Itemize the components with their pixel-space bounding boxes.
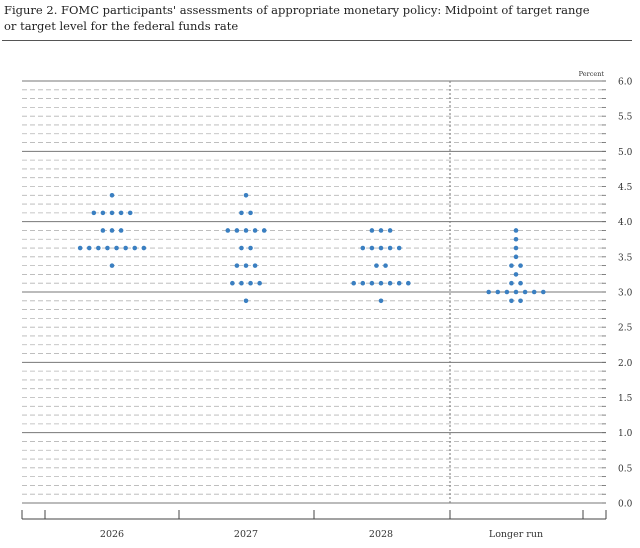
x-category-label: 2027 [234, 529, 258, 540]
dot-marker [351, 280, 357, 286]
y-tick-label: 2.0 [618, 359, 633, 369]
dot-marker [239, 280, 244, 286]
y-tick-label: 5.5 [618, 113, 633, 123]
dot-marker [369, 245, 375, 251]
dot-marker [513, 236, 519, 242]
y-tick-label: 4.5 [618, 183, 633, 193]
x-category-label: 2026 [100, 529, 124, 540]
dot-marker [513, 228, 519, 233]
dot-marker [396, 245, 402, 251]
y-tick-label: 6.0 [618, 78, 633, 88]
dot-marker [243, 263, 249, 268]
dot-marker [509, 263, 514, 268]
dot-marker [378, 280, 384, 286]
dot-marker [378, 228, 384, 233]
dot-marker [257, 280, 262, 286]
dot-marker [541, 289, 546, 295]
dot-marker [531, 289, 537, 295]
dot-marker [252, 263, 258, 268]
y-unit-label: Percent [579, 70, 605, 78]
dot-marker [383, 263, 388, 268]
figure-title-line-2: or target level for the federal funds ra… [4, 19, 239, 33]
dot-marker [243, 298, 249, 304]
dot-marker [387, 245, 393, 251]
dot-marker [509, 280, 514, 286]
dot-marker [486, 289, 492, 295]
dot-marker [387, 280, 393, 286]
dot-marker [123, 245, 128, 251]
axes [21, 80, 607, 520]
dot-marker [91, 210, 97, 216]
x-category-label: 2028 [369, 529, 393, 540]
dot-marker [234, 228, 240, 233]
dot-marker [132, 245, 138, 251]
dot-marker [522, 289, 528, 295]
dot-marker [369, 280, 375, 286]
y-tick-label: 1.5 [618, 394, 633, 404]
grid-lines [22, 80, 606, 504]
dot-marker [261, 228, 267, 233]
dot-marker [509, 298, 514, 304]
figure-title-line-1: Figure 2. FOMC participants' assessments… [4, 3, 590, 17]
dot-marker [239, 245, 244, 251]
dot-marker [77, 245, 83, 251]
dot-marker [248, 210, 253, 216]
dot-marker [360, 245, 366, 251]
dot-marker [374, 263, 379, 268]
dot-marker [504, 289, 510, 295]
dot-marker [127, 210, 133, 216]
dot-marker [513, 272, 519, 277]
dot-marker [360, 280, 366, 286]
dot-marker [378, 245, 384, 251]
dot-marker [239, 210, 244, 216]
y-tick-label: 3.5 [618, 253, 633, 263]
dot-marker [118, 228, 124, 233]
dot-marker [109, 228, 115, 233]
dot-marker [141, 245, 147, 251]
y-tick-label: 2.5 [618, 324, 633, 334]
dot-marker [518, 298, 523, 304]
dot-marker [109, 210, 115, 216]
dot-marker [518, 263, 523, 268]
dot-marker [230, 280, 235, 286]
dot-marker [248, 245, 253, 251]
dot-marker [100, 228, 106, 233]
dot-marker [248, 280, 253, 286]
dot-marker [513, 254, 519, 260]
y-tick-label: 1.0 [618, 429, 633, 439]
dot-marker [518, 280, 523, 286]
figure-title: Figure 2. FOMC participants' assessments… [4, 2, 632, 34]
dot-marker [243, 228, 249, 233]
dot-marker [252, 228, 258, 233]
dot-marker [234, 263, 240, 268]
dot-marker [378, 298, 384, 304]
y-tick-label: 5.0 [618, 148, 633, 158]
x-category-label: Longer run [489, 529, 543, 540]
dot-marker [243, 192, 249, 198]
dot-marker [406, 280, 411, 286]
y-tick-label: 0.0 [618, 500, 633, 510]
dot-marker [109, 263, 115, 268]
dot-marker [513, 245, 519, 251]
y-tick-label: 0.5 [618, 464, 633, 474]
dot-marker [86, 245, 92, 251]
dot-marker [100, 210, 106, 216]
dot-marker [513, 289, 519, 295]
dot-marker [369, 228, 375, 233]
dot-marker [118, 210, 124, 216]
dot-markers [77, 192, 546, 304]
dot-marker [96, 245, 101, 251]
dot-marker [387, 228, 393, 233]
dot-marker [114, 245, 119, 251]
dot-marker [396, 280, 402, 286]
y-tick-label: 3.0 [618, 289, 633, 299]
dot-marker [225, 228, 231, 233]
dot-marker [495, 289, 501, 295]
dot-marker [105, 245, 110, 251]
axis-labels: 0.0 0.5 1.0 1.5 2.0 2.5 3.0 3.5 4.0 4.5 5.0 5.5 6.0 P… [100, 70, 633, 540]
title-divider [2, 40, 632, 41]
dot-marker [109, 192, 115, 198]
y-tick-label: 4.0 [618, 218, 633, 228]
